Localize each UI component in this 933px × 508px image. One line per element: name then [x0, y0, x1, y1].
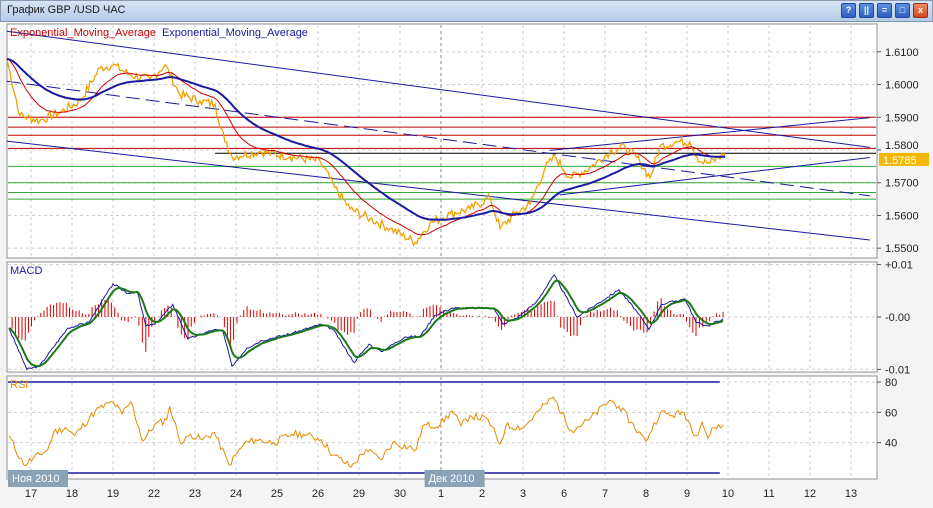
trend-line: [6, 80, 870, 197]
x-tick-label: 10: [722, 488, 734, 500]
macd-signal-line: [8, 279, 724, 368]
y-tick-label: 60: [885, 407, 897, 419]
x-tick-label: 9: [684, 488, 690, 500]
x-tick-label: 30: [394, 488, 406, 500]
x-tick-label: 13: [845, 488, 857, 500]
x-tick-label: 26: [312, 488, 324, 500]
ema-legend-blue: Exponential_Moving_Average: [162, 27, 308, 39]
macd-label: MACD: [10, 265, 42, 277]
x-tick-label: 1: [438, 488, 444, 500]
current-price-label: 1.5785: [883, 155, 917, 167]
y-tick-label: 1.5800: [885, 140, 919, 152]
ema-slow-line: [6, 58, 726, 221]
x-tick-label: 8: [643, 488, 649, 500]
pause-button[interactable]: ||: [859, 3, 874, 18]
y-tick-label: 40: [885, 438, 897, 450]
help-button[interactable]: ?: [841, 3, 856, 18]
trend-line: [550, 117, 870, 151]
x-tick-label: 19: [107, 488, 119, 500]
x-tick-label: 6: [561, 488, 567, 500]
y-tick-label: 1.5900: [885, 112, 919, 124]
month-badge: [8, 470, 68, 487]
x-tick-label: 12: [804, 488, 816, 500]
month-label: Дек 2010: [429, 473, 475, 485]
x-tick-label: 29: [353, 488, 365, 500]
x-tick-label: 7: [602, 488, 608, 500]
trend-line: [6, 140, 870, 241]
y-tick-label: 80: [885, 377, 897, 389]
macd-line: [8, 274, 724, 371]
y-tick-label: -0.00: [885, 312, 910, 324]
x-tick-label: 17: [25, 488, 37, 500]
x-tick-label: 3: [520, 488, 526, 500]
y-tick-label: -0.01: [885, 364, 910, 376]
window-titlebar: График GBP /USD ЧАС ? || = □ x: [0, 0, 933, 22]
x-tick-label: 22: [148, 488, 160, 500]
x-tick-label: 25: [271, 488, 283, 500]
ema-fast-line: [6, 58, 726, 236]
trend-line: [6, 30, 870, 148]
trend-line: [559, 157, 870, 196]
rsi-line: [8, 396, 724, 468]
month-label: Ноя 2010: [12, 473, 60, 485]
x-tick-label: 18: [66, 488, 78, 500]
x-tick-label: 23: [189, 488, 201, 500]
month-badge: [424, 470, 485, 487]
x-tick-label: 24: [230, 488, 242, 500]
rsi-label: RSI: [10, 379, 28, 391]
price-panel[interactable]: [6, 23, 878, 259]
y-tick-label: 1.6000: [885, 80, 919, 92]
y-tick-label: 1.5700: [885, 178, 919, 190]
x-tick-label: 11: [763, 488, 774, 500]
maximize-button[interactable]: □: [895, 3, 910, 18]
close-button[interactable]: x: [913, 3, 928, 18]
y-tick-label: 1.5500: [885, 243, 919, 255]
y-tick-label: 1.6100: [885, 47, 919, 59]
rsi-panel[interactable]: [6, 375, 878, 480]
current-price-badge: [879, 152, 929, 166]
y-tick-label: 1.5600: [885, 210, 919, 222]
x-tick-label: 2: [479, 488, 485, 500]
price-line: [6, 58, 726, 247]
y-tick-label: +0.01: [885, 260, 913, 272]
ema-legend-red: Exponential_Moving_Average: [10, 27, 156, 39]
minimize-button[interactable]: =: [877, 3, 892, 18]
window-title: График GBP /USD ЧАС: [7, 4, 126, 16]
